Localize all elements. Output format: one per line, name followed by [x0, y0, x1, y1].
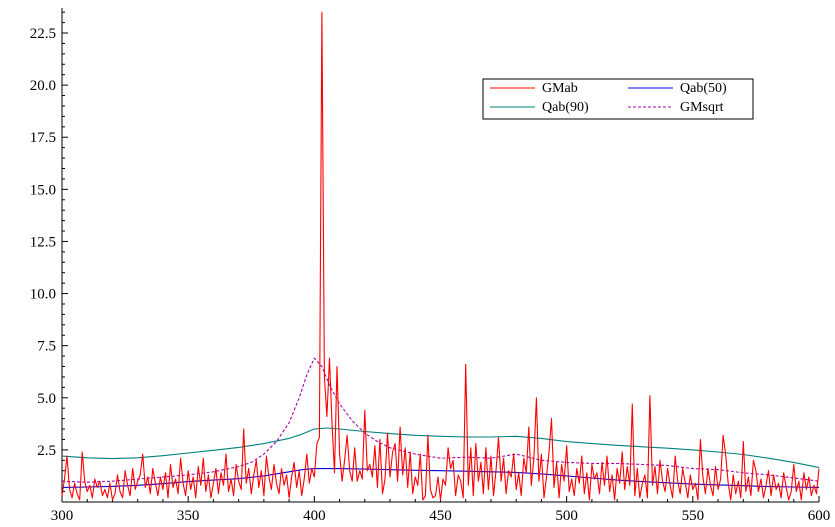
x-tick-label: 350 [177, 508, 200, 524]
x-tick-label: 300 [51, 508, 74, 524]
x-tick-label: 550 [682, 508, 705, 524]
series-line-qab-90 [61, 427, 820, 469]
x-tick-label: 400 [303, 508, 326, 524]
x-tick-label: 500 [555, 508, 578, 524]
series-line-gmsqrt [61, 357, 820, 483]
legend-label: Qab(90) [542, 100, 589, 115]
y-ticks: 2.5 5.0 7.5 10.0 12.5 15.0 17.5 20.0 22.5 [30, 11, 68, 493]
series-line-qab-50 [61, 468, 820, 488]
y-tick-label: 15.0 [30, 182, 56, 198]
y-tick-label: 5.0 [37, 391, 56, 407]
legend: GMab Qab(50) Qab(90) GMsqrt [482, 78, 754, 120]
y-tick-label: 2.5 [37, 443, 56, 459]
legend-label: GMsqrt [680, 100, 724, 115]
y-tick-label: 17.5 [30, 130, 56, 146]
x-tick-label: 600 [808, 508, 831, 524]
y-tick-label: 12.5 [30, 234, 56, 250]
y-tick-label: 22.5 [30, 26, 56, 42]
y-tick-label: 10.0 [30, 287, 56, 303]
series-line-gmab [61, 11, 820, 501]
series-layer [61, 11, 820, 501]
legend-box [482, 78, 754, 120]
y-tick-label: 20.0 [30, 78, 56, 94]
legend-label: GMab [542, 81, 578, 96]
legend-label: Qab(50) [680, 81, 727, 96]
x-tick-label: 450 [429, 508, 452, 524]
y-tick-label: 7.5 [37, 339, 56, 355]
x-ticks: 300 350 400 450 500 550 600 [51, 496, 831, 524]
